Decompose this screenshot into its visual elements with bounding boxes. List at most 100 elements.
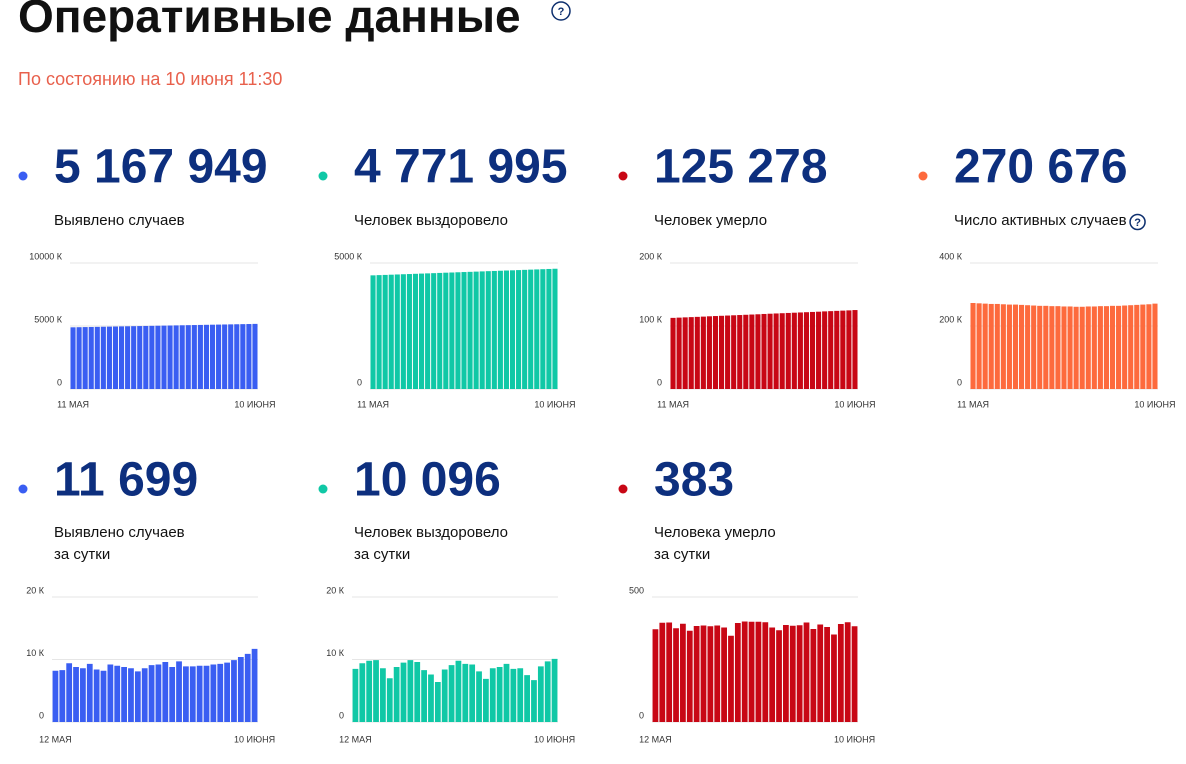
bar	[382, 274, 388, 389]
bar	[173, 325, 179, 389]
stat-label: за сутки	[354, 546, 410, 563]
bar	[448, 665, 455, 722]
y-tick-label: 200 К	[639, 251, 663, 261]
stat-label: за сутки	[654, 546, 710, 563]
legend-dot	[18, 484, 28, 494]
x-tick-label: 10 ИЮНЯ	[834, 734, 875, 744]
bar	[540, 269, 546, 389]
bar	[134, 671, 141, 722]
stat-label: Выявлено случаев	[54, 524, 185, 541]
bar	[522, 269, 528, 389]
bar	[196, 665, 203, 722]
help-icon[interactable]: ?	[551, 1, 571, 21]
stat-label: Человека умерло	[654, 524, 776, 541]
stat-value: 10 096	[354, 454, 501, 507]
bar	[680, 623, 686, 722]
bar	[822, 311, 828, 389]
y-tick-label: 10 К	[326, 648, 345, 658]
bar	[673, 628, 679, 722]
bar	[431, 273, 437, 389]
stat-label: Человек умерло	[654, 212, 767, 229]
bar	[141, 668, 148, 722]
x-tick-label: 10 ИЮНЯ	[834, 399, 875, 409]
bar	[86, 663, 93, 722]
bar	[185, 325, 191, 389]
bar	[785, 312, 791, 389]
bar	[94, 326, 100, 389]
bar	[721, 627, 727, 722]
bar	[497, 270, 503, 389]
bar	[1055, 306, 1061, 389]
bar	[546, 268, 552, 389]
y-tick-label: 5000 К	[334, 251, 363, 261]
bar	[191, 325, 197, 389]
bar	[167, 325, 173, 389]
legend-dot	[918, 171, 928, 181]
bar	[741, 621, 748, 722]
bar	[176, 661, 182, 722]
bar	[455, 660, 462, 722]
help-icon-circle	[1129, 213, 1146, 231]
bar	[1097, 306, 1103, 389]
bar	[155, 664, 162, 722]
bar	[485, 271, 491, 389]
bar	[714, 625, 721, 722]
bar	[994, 303, 1000, 389]
bar	[106, 326, 112, 389]
bar	[834, 310, 840, 389]
bar	[189, 666, 196, 722]
legend-dot	[318, 484, 328, 494]
bar	[552, 268, 558, 389]
bar	[779, 313, 785, 389]
bar	[425, 273, 431, 389]
stat-value: 125 278	[654, 141, 828, 194]
bar	[846, 310, 852, 389]
svg-text:?: ?	[558, 6, 565, 18]
bar	[976, 303, 982, 389]
bar	[161, 325, 167, 389]
bar	[155, 325, 161, 389]
bar	[851, 626, 858, 722]
bar	[462, 663, 469, 722]
bar	[66, 663, 73, 722]
bar	[755, 314, 761, 389]
y-tick-label: 5000 К	[34, 314, 63, 324]
bar	[797, 312, 803, 389]
y-tick-label: 10 К	[26, 648, 45, 658]
bar	[817, 624, 824, 722]
bar	[352, 668, 359, 722]
bar	[1043, 305, 1049, 389]
stat-label: Выявлено случаев	[54, 212, 185, 229]
bar	[652, 629, 659, 722]
bar	[666, 622, 673, 722]
bar	[1085, 306, 1091, 389]
bar	[370, 275, 376, 389]
bar	[252, 323, 258, 389]
bar	[1091, 306, 1097, 389]
bar	[1067, 306, 1073, 389]
bar	[531, 680, 537, 722]
bar	[421, 670, 427, 722]
help-icon[interactable]: ?	[1129, 213, 1146, 231]
bar	[228, 324, 234, 389]
bar	[489, 668, 496, 722]
stat-value: 270 676	[954, 141, 1128, 194]
bar	[509, 270, 516, 389]
bar	[73, 667, 79, 722]
bar	[455, 272, 461, 389]
bar	[437, 272, 443, 389]
bar	[534, 269, 540, 389]
bar	[803, 622, 810, 722]
bar	[246, 324, 252, 389]
page-subtitle: По состоянию на 10 июня 11:30	[18, 69, 282, 89]
bar	[461, 272, 467, 389]
x-tick-label: 10 ИЮНЯ	[234, 734, 275, 744]
bar	[1103, 306, 1109, 389]
bar	[761, 313, 767, 389]
bar	[400, 662, 407, 722]
bar	[149, 325, 155, 389]
bar	[700, 316, 706, 389]
bar	[52, 670, 59, 722]
bar	[400, 274, 406, 389]
